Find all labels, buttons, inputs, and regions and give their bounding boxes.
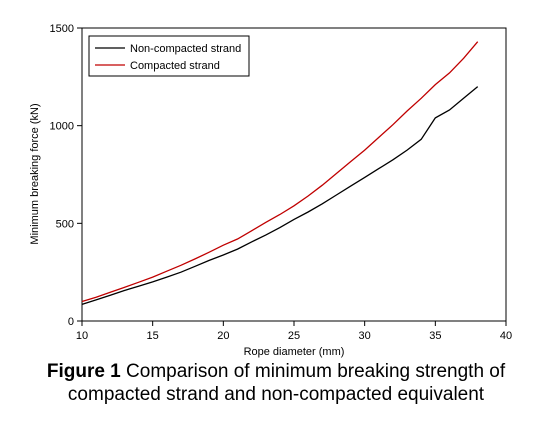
figure-caption: Figure 1 Comparison of minimum breaking … [0,360,552,406]
x-tick-label: 40 [500,330,512,342]
legend: Non-compacted strand Compacted strand [88,35,250,77]
series-line-compacted-strand [81,41,479,303]
legend-box [88,35,250,77]
y-tick-label: 1000 [50,121,74,133]
chart: 10 15 20 25 30 35 40 0 500 1000 1500 Rope diamete… [29,23,512,358]
series-lines [81,41,479,306]
x-tick-label: 35 [429,330,441,342]
legend-label-compacted: Compacted strand [130,60,220,72]
x-axis: 10 15 20 25 30 35 40 [76,321,512,342]
x-tick-label: 25 [288,330,300,342]
legend-label-non-compacted: Non-compacted strand [130,43,241,55]
y-axis: 0 500 1000 1500 [50,23,82,328]
y-tick-label: 0 [68,316,74,328]
y-tick-label: 500 [56,218,74,230]
x-tick-label: 20 [217,330,229,342]
y-axis-label: Minimum breaking force (kN) [29,103,41,244]
x-axis-label: Rope diameter (mm) [244,346,345,358]
x-tick-label: 10 [76,330,88,342]
figure-caption-text: Comparison of minimum breaking strength … [67,361,506,405]
figure-label: Figure 1 [46,361,121,382]
x-tick-label: 30 [359,330,371,342]
series-line-non-compacted-strand [81,86,479,306]
x-tick-label: 15 [147,330,159,342]
y-tick-label: 1500 [50,23,74,35]
